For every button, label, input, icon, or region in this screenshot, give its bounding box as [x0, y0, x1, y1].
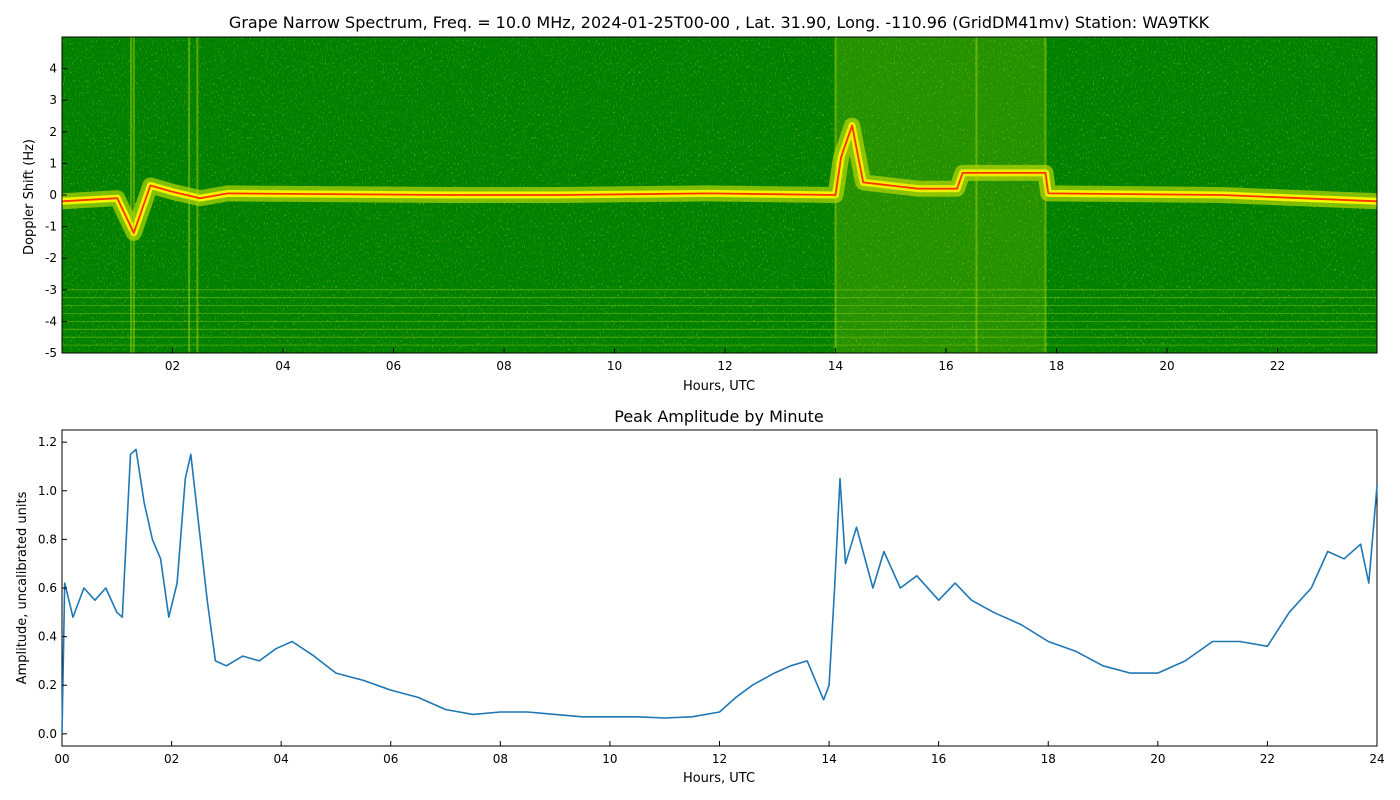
y-tick-label: 1	[49, 156, 57, 170]
amplitude-x-ticks: 00 02 04 06 08 10 12 14 16 18 20 22 24	[54, 741, 1385, 766]
y-tick-label: -4	[45, 314, 57, 328]
x-tick-label: 10	[607, 359, 622, 373]
spectrogram-x-label: Hours, UTC	[683, 379, 755, 394]
amplitude-chart: Peak Amplitude by Minute 00 02 04 06 08 10 12 1…	[15, 407, 1385, 786]
y-tick-label: -2	[45, 251, 57, 265]
x-tick-label: 08	[493, 752, 508, 766]
y-tick-label: 3	[49, 93, 57, 107]
x-tick-label: 20	[1159, 359, 1174, 373]
spectrogram-chart: Grape Narrow Spectrum, Freq. = 10.0 MHz,…	[22, 13, 1378, 394]
x-tick-label: 20	[1150, 752, 1165, 766]
x-tick-label: 14	[828, 359, 843, 373]
y-tick-label: 0.2	[38, 678, 57, 692]
x-tick-label: 16	[931, 752, 946, 766]
y-tick-label: 0.0	[38, 727, 57, 741]
spectrogram-y-label: Doppler Shift (Hz)	[22, 139, 37, 255]
x-tick-label: 06	[383, 752, 398, 766]
x-tick-label: 02	[165, 359, 180, 373]
y-tick-label: 2	[49, 125, 57, 139]
x-tick-label: 02	[164, 752, 179, 766]
x-tick-label: 22	[1260, 752, 1275, 766]
y-tick-label: 1.2	[38, 435, 57, 449]
y-tick-label: -1	[45, 220, 57, 234]
spectrogram-y-ticks: -5 -4 -3 -2 -1 0 1 2 3 4	[45, 62, 67, 360]
x-tick-label: 04	[274, 752, 289, 766]
amplitude-frame	[61, 429, 1378, 747]
y-tick-label: 0.8	[38, 532, 57, 546]
x-tick-label: 00	[54, 752, 69, 766]
x-tick-label: 12	[712, 752, 727, 766]
spectrogram-title: Grape Narrow Spectrum, Freq. = 10.0 MHz,…	[229, 13, 1210, 32]
x-tick-label: 04	[275, 359, 290, 373]
x-tick-label: 08	[496, 359, 511, 373]
amplitude-y-ticks: 0.0 0.2 0.4 0.6 0.8 1.0 1.2	[38, 435, 67, 741]
amplitude-line	[61, 448, 1378, 734]
x-tick-label: 10	[602, 752, 617, 766]
x-tick-label: 06	[386, 359, 401, 373]
x-tick-label: 18	[1041, 752, 1056, 766]
dominant-doppler-trace	[62, 124, 1377, 234]
amplitude-x-label: Hours, UTC	[683, 771, 755, 786]
amplitude-title: Peak Amplitude by Minute	[614, 407, 824, 426]
amplitude-series	[61, 448, 1378, 734]
amplitude-y-label: Amplitude, uncalibrated units	[15, 491, 30, 684]
x-tick-label: 12	[717, 359, 732, 373]
y-tick-label: -5	[45, 346, 57, 360]
y-tick-label: 4	[49, 62, 57, 76]
x-tick-label: 16	[938, 359, 953, 373]
spectrogram-trace	[62, 124, 1377, 234]
x-tick-label: 24	[1369, 752, 1384, 766]
spectrogram-x-ticks: 02 04 06 08 10 12 14 16 18 20 22	[165, 348, 1285, 373]
y-tick-label: 0.6	[38, 581, 57, 595]
spectrogram-image	[62, 37, 1377, 353]
x-tick-label: 22	[1270, 359, 1285, 373]
y-tick-label: 0	[49, 188, 57, 202]
y-tick-label: 1.0	[38, 484, 57, 498]
enhanced-region	[835, 37, 1046, 353]
x-tick-label: 18	[1049, 359, 1064, 373]
x-tick-label: 14	[821, 752, 836, 766]
y-tick-label: -3	[45, 283, 57, 297]
y-tick-label: 0.4	[38, 630, 57, 644]
